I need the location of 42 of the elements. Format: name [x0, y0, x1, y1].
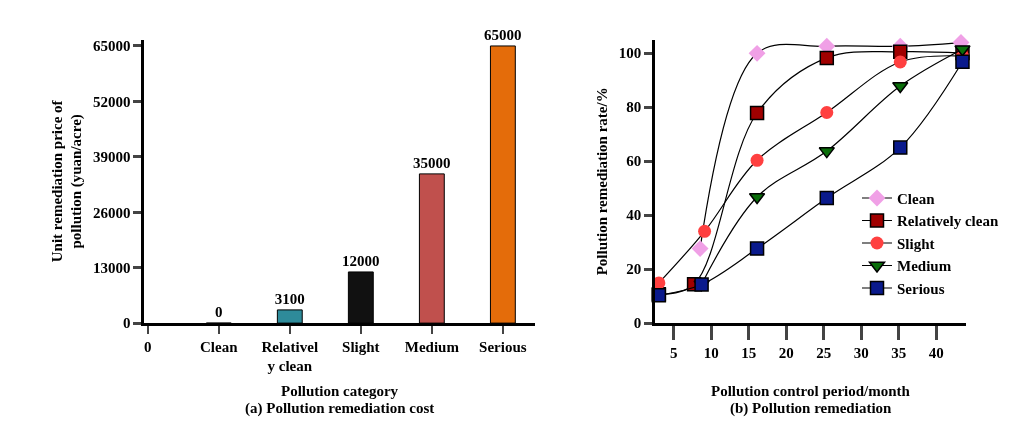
data-label: 65000	[484, 26, 522, 43]
legend-label: Medium	[897, 258, 952, 275]
y-tick-label: 0	[122, 315, 131, 332]
x-tick-label: 30	[853, 344, 869, 361]
x-tick-label: 40	[928, 344, 944, 361]
data-label: 35000	[413, 154, 451, 171]
x-axis-title: Pollution category	[281, 383, 399, 399]
y-tick-label: 52000	[92, 93, 131, 110]
x-tick-label: 35	[891, 344, 907, 361]
legend-label: Serious	[897, 280, 945, 297]
x-tick-label: 20	[778, 344, 794, 361]
x-tick-label: Relatively clean	[261, 338, 319, 375]
text: (a) Pollution remediation cost	[245, 400, 435, 417]
y-tick-label: 0	[633, 315, 642, 332]
y-tick-label: 20	[626, 261, 642, 278]
y-tick-label: 100	[618, 45, 642, 62]
x-tick-label: 10	[703, 344, 719, 361]
y-tick-label: 65000	[92, 38, 131, 55]
data-label: 0	[215, 304, 223, 321]
x-tick-label: Serious	[479, 338, 527, 355]
x-tick-label: 15	[741, 344, 757, 361]
legend-label: Slight	[897, 235, 935, 252]
y-tick-label: 13000	[92, 259, 131, 276]
y-tick-label: 26000	[92, 204, 131, 221]
x-tick-label: Medium	[404, 338, 460, 355]
data-label: 12000	[342, 252, 380, 269]
x-tick-label: Clean	[200, 338, 239, 355]
x-axis-title: Pollution control period/month	[711, 383, 911, 399]
legend-label: Relatively clean	[897, 213, 999, 230]
x-tick-label: 5	[670, 344, 678, 361]
y-tick-label: 60	[626, 153, 642, 170]
x-tick-label: 0	[143, 338, 152, 355]
y-tick-label: 39000	[92, 149, 131, 166]
y-tick-label: 80	[626, 99, 642, 116]
y-axis-title: Unit remediation price of pollution (yuan/acre)	[48, 99, 86, 263]
y-axis-title: Pollution remediation rate/%	[594, 87, 611, 276]
x-tick-label: 25	[816, 344, 832, 361]
text: (b) Pollution remediation	[730, 400, 893, 417]
x-tick-label: Slight	[342, 338, 380, 355]
y-tick-label: 40	[626, 207, 642, 224]
legend-label: Clean	[897, 190, 936, 207]
data-label: 3100	[274, 290, 305, 307]
